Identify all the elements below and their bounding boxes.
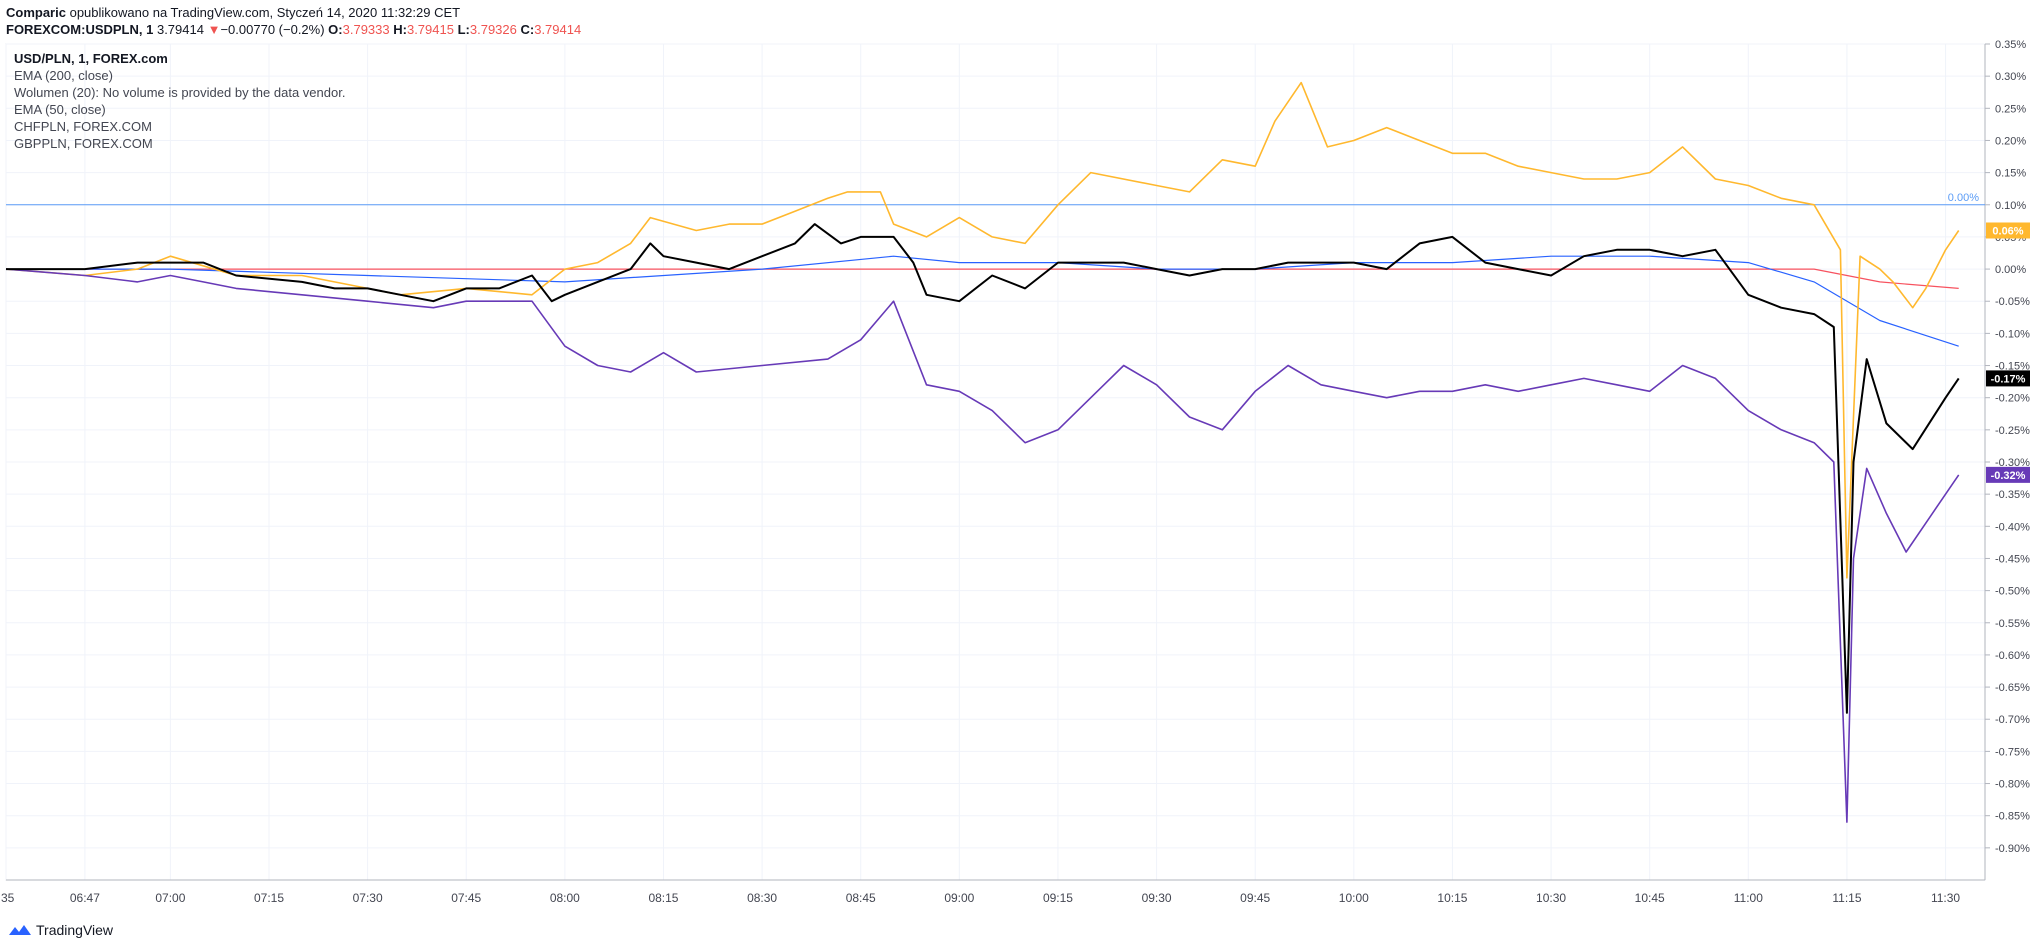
y-tick-label: 0.20%: [1995, 135, 2026, 147]
y-tick-label: -0.35%: [1995, 489, 2030, 501]
x-tick-label: 08:45: [846, 891, 876, 905]
x-tick-label: 08:00: [550, 891, 580, 905]
y-tick-label: -0.65%: [1995, 682, 2030, 694]
x-tick-label: 10:30: [1536, 891, 1566, 905]
change-arrow-icon: ▼: [207, 22, 221, 37]
series-line-chfpln: [5, 268, 1960, 823]
tradingview-logo-icon: [9, 925, 31, 935]
x-tick-label: :35: [0, 891, 15, 905]
publisher-name[interactable]: Comparic: [6, 5, 66, 20]
x-tick-label: 11:30: [1931, 891, 1960, 905]
chart-legend: USD/PLN, 1, FOREX.com EMA (200, close) W…: [14, 50, 345, 152]
price-badge: [1986, 370, 2030, 387]
x-tick-label: 07:15: [254, 891, 284, 905]
y-tick-label: -0.45%: [1995, 553, 2030, 565]
legend-volume[interactable]: Wolumen (20): No volume is provided by t…: [14, 85, 346, 100]
price-badge: [1986, 466, 2030, 483]
y-tick-label: -0.90%: [1995, 843, 2030, 855]
y-tick-label: -0.40%: [1995, 521, 2030, 533]
y-tick-label: 0.15%: [1995, 168, 2026, 180]
y-tick-label: 0.25%: [1995, 103, 2026, 115]
x-tick-label: 10:45: [1635, 891, 1665, 905]
legend-chfpln[interactable]: CHFPLN, FOREX.COM: [14, 119, 152, 134]
open-label: O:: [328, 22, 343, 37]
x-tick-label: 09:00: [944, 891, 974, 905]
y-tick-label: 0.00%: [1995, 264, 2026, 276]
y-tick-label: -0.85%: [1995, 811, 2030, 823]
price-badge-label: 0.06%: [1992, 225, 2023, 237]
close-label: C:: [520, 22, 535, 37]
x-tick-label: 11:15: [1832, 891, 1861, 905]
y-tick-label: -0.75%: [1995, 746, 2030, 758]
high-label: H:: [393, 22, 407, 37]
y-tick-label: -0.55%: [1995, 618, 2030, 630]
y-tick-label: -0.30%: [1995, 457, 2030, 469]
legend-gbppln[interactable]: GBPPLN, FOREX.COM: [14, 136, 153, 151]
x-tick-label: 08:15: [648, 891, 678, 905]
series-line-usd-pln: [6, 223, 1960, 714]
legend-ema-200[interactable]: EMA (200, close): [14, 68, 113, 83]
y-tick-label: -0.60%: [1995, 650, 2030, 662]
price-change: −0.00770 (−0.2%): [220, 22, 325, 37]
open-value: 3.79333: [342, 22, 390, 37]
x-tick-label: 08:30: [747, 891, 777, 905]
y-tick-label: 0.30%: [1995, 71, 2026, 83]
y-tick-label: -0.20%: [1995, 393, 2030, 405]
price-badge-label: -0.17%: [1991, 373, 2026, 385]
x-tick-label: 11:00: [1734, 891, 1763, 905]
published-text: opublikowano na TradingView.com, Styczeń…: [69, 5, 461, 20]
last-price: 3.79414: [156, 22, 204, 37]
y-tick-label: -0.50%: [1995, 586, 2030, 598]
y-tick-label: 0.10%: [1995, 200, 2026, 212]
price-badge-label: -0.32%: [1991, 470, 2026, 482]
y-tick-label: -0.25%: [1995, 425, 2030, 437]
low-value: 3.79326: [469, 22, 517, 37]
y-tick-label: -0.80%: [1995, 779, 2030, 791]
price-badge: [1986, 222, 2030, 239]
x-tick-label: 09:45: [1240, 891, 1270, 905]
series-line-gbppln: [5, 81, 1960, 579]
tradingview-footer[interactable]: TradingView: [8, 922, 113, 938]
legend-ema-50[interactable]: EMA (50, close): [14, 102, 106, 117]
x-tick-label: 10:00: [1339, 891, 1369, 905]
x-tick-label: 09:15: [1043, 891, 1073, 905]
series-line-ema-200: [6, 268, 1959, 289]
x-tick-label: 07:30: [353, 891, 383, 905]
x-tick-label: 06:47: [70, 891, 100, 905]
x-tick-label: 09:30: [1142, 891, 1172, 905]
low-label: L:: [457, 22, 470, 37]
x-tick-label: 07:45: [451, 891, 481, 905]
x-tick-label: 07:00: [155, 891, 185, 905]
high-value: 3.79415: [406, 22, 454, 37]
y-tick-label: -0.10%: [1995, 328, 2030, 340]
series-line-ema-50: [6, 255, 1959, 347]
baseline-label: 0.00%: [1948, 192, 1979, 204]
x-tick-label: 10:15: [1437, 891, 1467, 905]
close-value: 3.79414: [534, 22, 582, 37]
tradingview-brand: TradingView: [36, 922, 114, 938]
symbol-label[interactable]: FOREXCOM:USDPLN, 1: [6, 22, 154, 37]
legend-main-symbol[interactable]: USD/PLN, 1, FOREX.com: [14, 51, 168, 66]
y-tick-label: -0.70%: [1995, 714, 2030, 726]
y-tick-label: -0.05%: [1995, 296, 2030, 308]
chart-header: Comparic opublikowano na TradingView.com…: [6, 4, 581, 38]
y-tick-label: 0.35%: [1995, 39, 2026, 51]
y-tick-label: -0.15%: [1995, 361, 2030, 373]
